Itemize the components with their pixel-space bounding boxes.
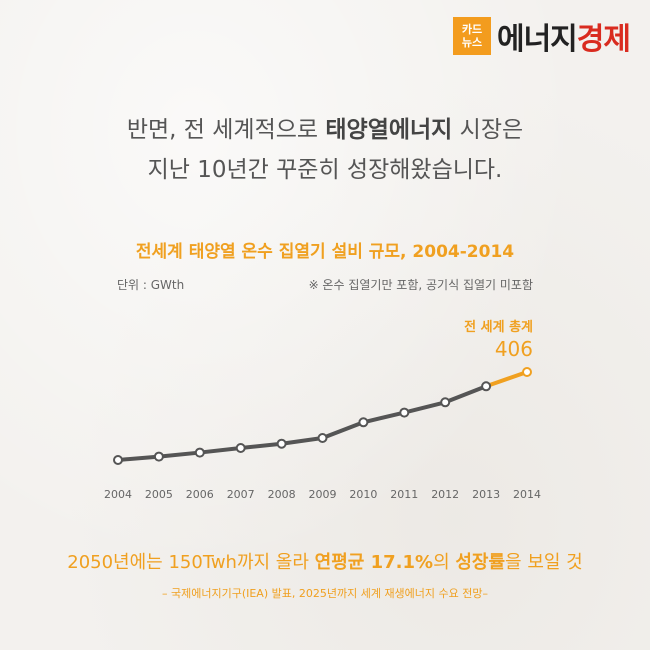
bottom-post: 을 보일 것 xyxy=(505,552,583,573)
logo-badge: 카드 뉴스 xyxy=(452,17,491,55)
x-tick-label: 2009 xyxy=(309,488,337,501)
logo: 카드 뉴스 에너지경제 xyxy=(452,14,631,58)
x-tick-label: 2004 xyxy=(104,488,132,501)
bottom-mid: 의 xyxy=(433,552,456,573)
headline-line1-post: 시장은 xyxy=(452,117,524,143)
headline: 반면, 전 세계적으로 태양열에너지 시장은 지난 10년간 꾸준히 성장해왔습… xyxy=(0,110,650,190)
x-tick-label: 2011 xyxy=(390,488,418,501)
x-tick-label: 2010 xyxy=(349,488,377,501)
bottom-bold-growth: 성장률 xyxy=(455,552,506,573)
data-point-2009 xyxy=(317,433,328,443)
data-point-2005 xyxy=(153,451,164,462)
series-line-highlight xyxy=(485,370,528,389)
chart-callout: 전 세계 총계 406 xyxy=(464,316,533,361)
bottom-bold-rate: 연평균 17.1% xyxy=(314,552,434,573)
chart-callout-label: 전 세계 총계 xyxy=(464,320,533,335)
data-point-2011 xyxy=(399,407,410,418)
source-note: – 국제에너지기구(IEA) 발표, 2025년까지 세계 재생에너지 수요 전… xyxy=(161,587,489,600)
logo-text: 에너지경제 xyxy=(496,14,631,58)
data-point-2014 xyxy=(522,367,532,377)
x-tick-label: 2012 xyxy=(431,488,459,501)
logo-badge-top: 카드 xyxy=(461,23,483,36)
headline-line2: 지난 10년간 꾸준히 성장해왔습니다. xyxy=(147,157,503,183)
data-point-2004 xyxy=(113,455,123,465)
chart-note: ※ 온수 집열기만 포함, 공기식 집열기 미포함 xyxy=(308,278,533,292)
x-tick-label: 2008 xyxy=(268,488,296,501)
x-tick-label: 2014 xyxy=(513,488,541,501)
headline-line1-bold: 태양열에너지 xyxy=(325,117,453,143)
bottom-statement: 2050년에는 150Twh까지 올라 연평균 17.1%의 성장률을 보일 것 xyxy=(0,548,650,574)
data-point-2008 xyxy=(276,438,287,449)
x-tick-label: 2013 xyxy=(472,488,500,501)
logo-text-main: 에너지 xyxy=(496,22,578,57)
data-point-2012 xyxy=(440,397,451,408)
chart-callout-value: 406 xyxy=(494,337,533,361)
logo-text-accent: 경제 xyxy=(576,22,631,57)
data-point-2006 xyxy=(194,447,205,458)
x-tick-label: 2006 xyxy=(186,488,214,501)
x-tick-label: 2007 xyxy=(227,488,255,501)
headline-line1: 반면, 전 세계적으로 태양열에너지 시장은 xyxy=(0,110,650,150)
logo-badge-bottom: 뉴스 xyxy=(461,36,483,49)
data-point-2010 xyxy=(358,417,369,428)
bottom-pre: 2050년에는 150Twh까지 올라 xyxy=(67,552,315,573)
headline-line1-pre: 반면, 전 세계적으로 xyxy=(126,117,326,143)
chart-unit-label: 단위 : GWth xyxy=(117,278,185,292)
data-point-2007 xyxy=(235,443,246,453)
x-tick-label: 2005 xyxy=(145,488,173,501)
chart-title: 전세계 태양열 온수 집열기 설비 규모, 2004-2014 xyxy=(135,242,515,262)
series-line xyxy=(117,384,487,462)
data-point-2013 xyxy=(481,381,492,392)
